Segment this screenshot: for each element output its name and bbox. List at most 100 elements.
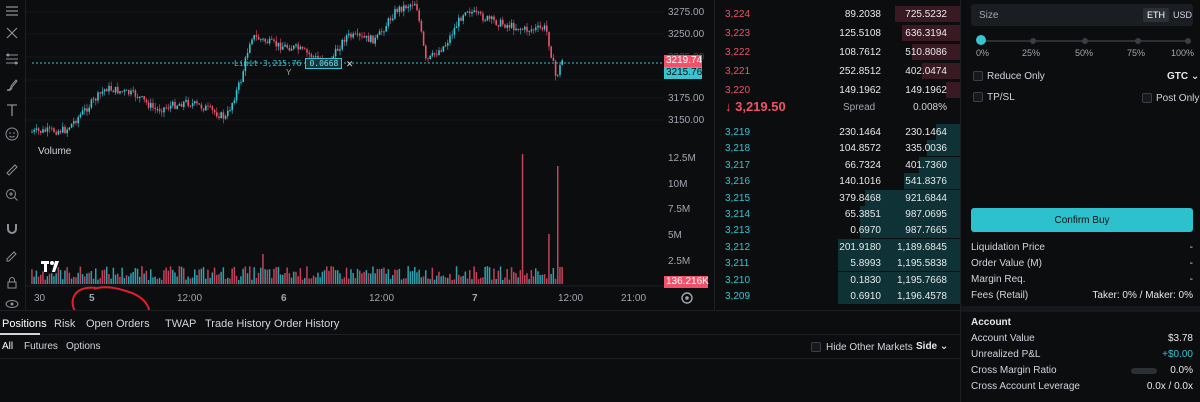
ask-total: 636.3194	[905, 28, 947, 39]
volume-bar	[403, 278, 405, 284]
candle-body	[365, 35, 368, 38]
volume-bar	[202, 267, 205, 284]
reduce-only-checkbox[interactable]	[973, 71, 983, 81]
volume-bar	[440, 276, 442, 284]
tpsl-checkbox[interactable]	[973, 92, 983, 102]
volume-bar	[552, 267, 555, 284]
candle-body	[123, 90, 126, 92]
ask-row[interactable]: 3,220 149.1962 149.1962	[715, 82, 961, 98]
unit-eth-toggle[interactable]: ETH	[1143, 8, 1169, 22]
bid-row[interactable]: 3,216 140.1016 541.8376	[715, 173, 961, 190]
chart-settings-icon[interactable]	[680, 291, 694, 305]
magnet-icon[interactable]	[3, 220, 21, 238]
size-input[interactable]: Size ETH USD	[971, 4, 1193, 26]
bid-row[interactable]: 3,210 0.1830 1,195.7668	[715, 271, 961, 288]
unit-usd-toggle[interactable]: USD	[1173, 10, 1193, 20]
volume-bar	[156, 279, 159, 284]
candle-chart-canvas[interactable]	[26, 0, 714, 310]
confirm-buy-button[interactable]: Confirm Buy	[971, 208, 1193, 232]
volume-bar	[447, 277, 449, 284]
volume-bar	[537, 271, 539, 284]
volume-bar	[183, 268, 185, 284]
volume-bar	[345, 267, 348, 284]
depth-bar	[865, 189, 961, 206]
hide-other-markets-checkbox[interactable]	[811, 342, 821, 352]
tradingview-logo-icon[interactable]	[40, 258, 64, 276]
ask-row[interactable]: 3,223 125.5108 636.3194	[715, 25, 961, 41]
volume-bar	[385, 273, 387, 284]
volume-bar	[35, 270, 38, 284]
eye-icon[interactable]	[3, 295, 21, 313]
size-slider[interactable]	[976, 35, 1191, 45]
candle-body	[31, 131, 33, 133]
subtab-futures[interactable]: Futures	[24, 341, 58, 352]
bid-row[interactable]: 3,217 66.7324 401.7360	[715, 156, 961, 173]
volume-bar	[497, 270, 500, 284]
side-filter-select[interactable]: Side ⌄	[916, 341, 949, 352]
volume-bar	[240, 276, 242, 284]
post-only-checkbox[interactable]	[1142, 93, 1152, 103]
limit-order-qty[interactable]: 0.0668	[305, 57, 343, 69]
bid-row[interactable]: 3,214 65.3851 987.0695	[715, 206, 961, 222]
line-tool-icon[interactable]	[3, 24, 21, 42]
bid-row[interactable]: 3,219 230.1464 230.1464	[715, 124, 961, 140]
lock-icon[interactable]	[3, 274, 21, 292]
time-axis[interactable]: 30 5 12:00 6 12:00 7 12:00 21:00	[26, 288, 686, 308]
volume-bar	[174, 272, 176, 284]
candle-body	[240, 81, 242, 83]
volume-bar	[330, 266, 332, 284]
ruler-icon[interactable]	[3, 161, 21, 179]
cancel-order-icon[interactable]: ✕	[346, 56, 353, 70]
bid-row[interactable]: 3,209 0.6910 1,196.4578	[715, 288, 961, 304]
bid-row[interactable]: 3,212 201.9180 1,189.6845	[715, 238, 961, 255]
candle-body	[42, 129, 44, 133]
tab-risk[interactable]: Risk	[54, 318, 76, 330]
account-title: Account	[971, 317, 1011, 328]
subtab-options[interactable]: Options	[66, 341, 101, 352]
volume-bar	[543, 274, 546, 284]
tab-twap[interactable]: TWAP	[165, 318, 197, 330]
candle-body	[46, 127, 49, 132]
candle-body	[211, 106, 214, 110]
bid-row[interactable]: 3,211 5.8993 1,195.5838	[715, 255, 961, 272]
slider-mark: 25%	[1022, 48, 1041, 58]
tab-open-orders[interactable]: Open Orders	[86, 318, 150, 330]
lock-pen-icon[interactable]	[3, 246, 21, 264]
candle-body	[442, 46, 445, 52]
tab-trade-history[interactable]: Trade History	[205, 318, 271, 330]
volume-bar	[262, 254, 264, 284]
tab-order-history[interactable]: Order History	[274, 318, 340, 330]
slider-dot[interactable]	[1185, 38, 1191, 44]
volume-bar	[238, 279, 240, 284]
ask-row[interactable]: 3,222 108.7612 510.8086	[715, 44, 961, 60]
candle-body	[510, 22, 513, 28]
zoom-in-icon[interactable]	[3, 186, 21, 204]
candle-body	[363, 36, 365, 38]
ask-row[interactable]: 3,221 252.8512 402.0474	[715, 63, 961, 79]
fib-tool-icon[interactable]	[3, 50, 21, 68]
slider-dot[interactable]	[1030, 38, 1036, 44]
slider-dot[interactable]	[1082, 38, 1088, 44]
time-tick: 12:00	[177, 293, 203, 304]
limit-order-line-tag[interactable]: Limit 3,215.76 0.0668 ✕	[234, 56, 353, 70]
volume-bar	[554, 278, 557, 284]
candle-body	[306, 49, 308, 53]
slider-knob[interactable]	[976, 35, 986, 45]
volume-bar	[396, 269, 398, 284]
bid-row[interactable]: 3,215 379.8468 921.6844	[715, 189, 961, 206]
ask-row[interactable]: 3,224 89.2038 725.5232	[715, 6, 961, 22]
subtab-all[interactable]: All	[2, 341, 14, 352]
emoji-icon[interactable]	[3, 125, 21, 143]
volume-bar	[471, 279, 473, 284]
candle-body	[359, 33, 361, 36]
bid-row[interactable]: 3,213 0.6970 987.7665	[715, 222, 961, 239]
price-chart[interactable]: 3275.00 3250.00 3225.00 3175.00 3150.00 …	[26, 0, 714, 310]
bid-row[interactable]: 3,218 104.8572 335.0036	[715, 140, 961, 157]
candle-body	[33, 129, 35, 132]
tab-positions[interactable]: Positions	[2, 318, 47, 330]
text-tool-icon[interactable]	[3, 101, 21, 119]
crosshair-icon[interactable]	[3, 2, 21, 20]
time-in-force-select[interactable]: GTC ⌄	[1167, 71, 1200, 82]
brush-icon[interactable]	[3, 76, 21, 94]
slider-dot[interactable]	[1135, 38, 1141, 44]
